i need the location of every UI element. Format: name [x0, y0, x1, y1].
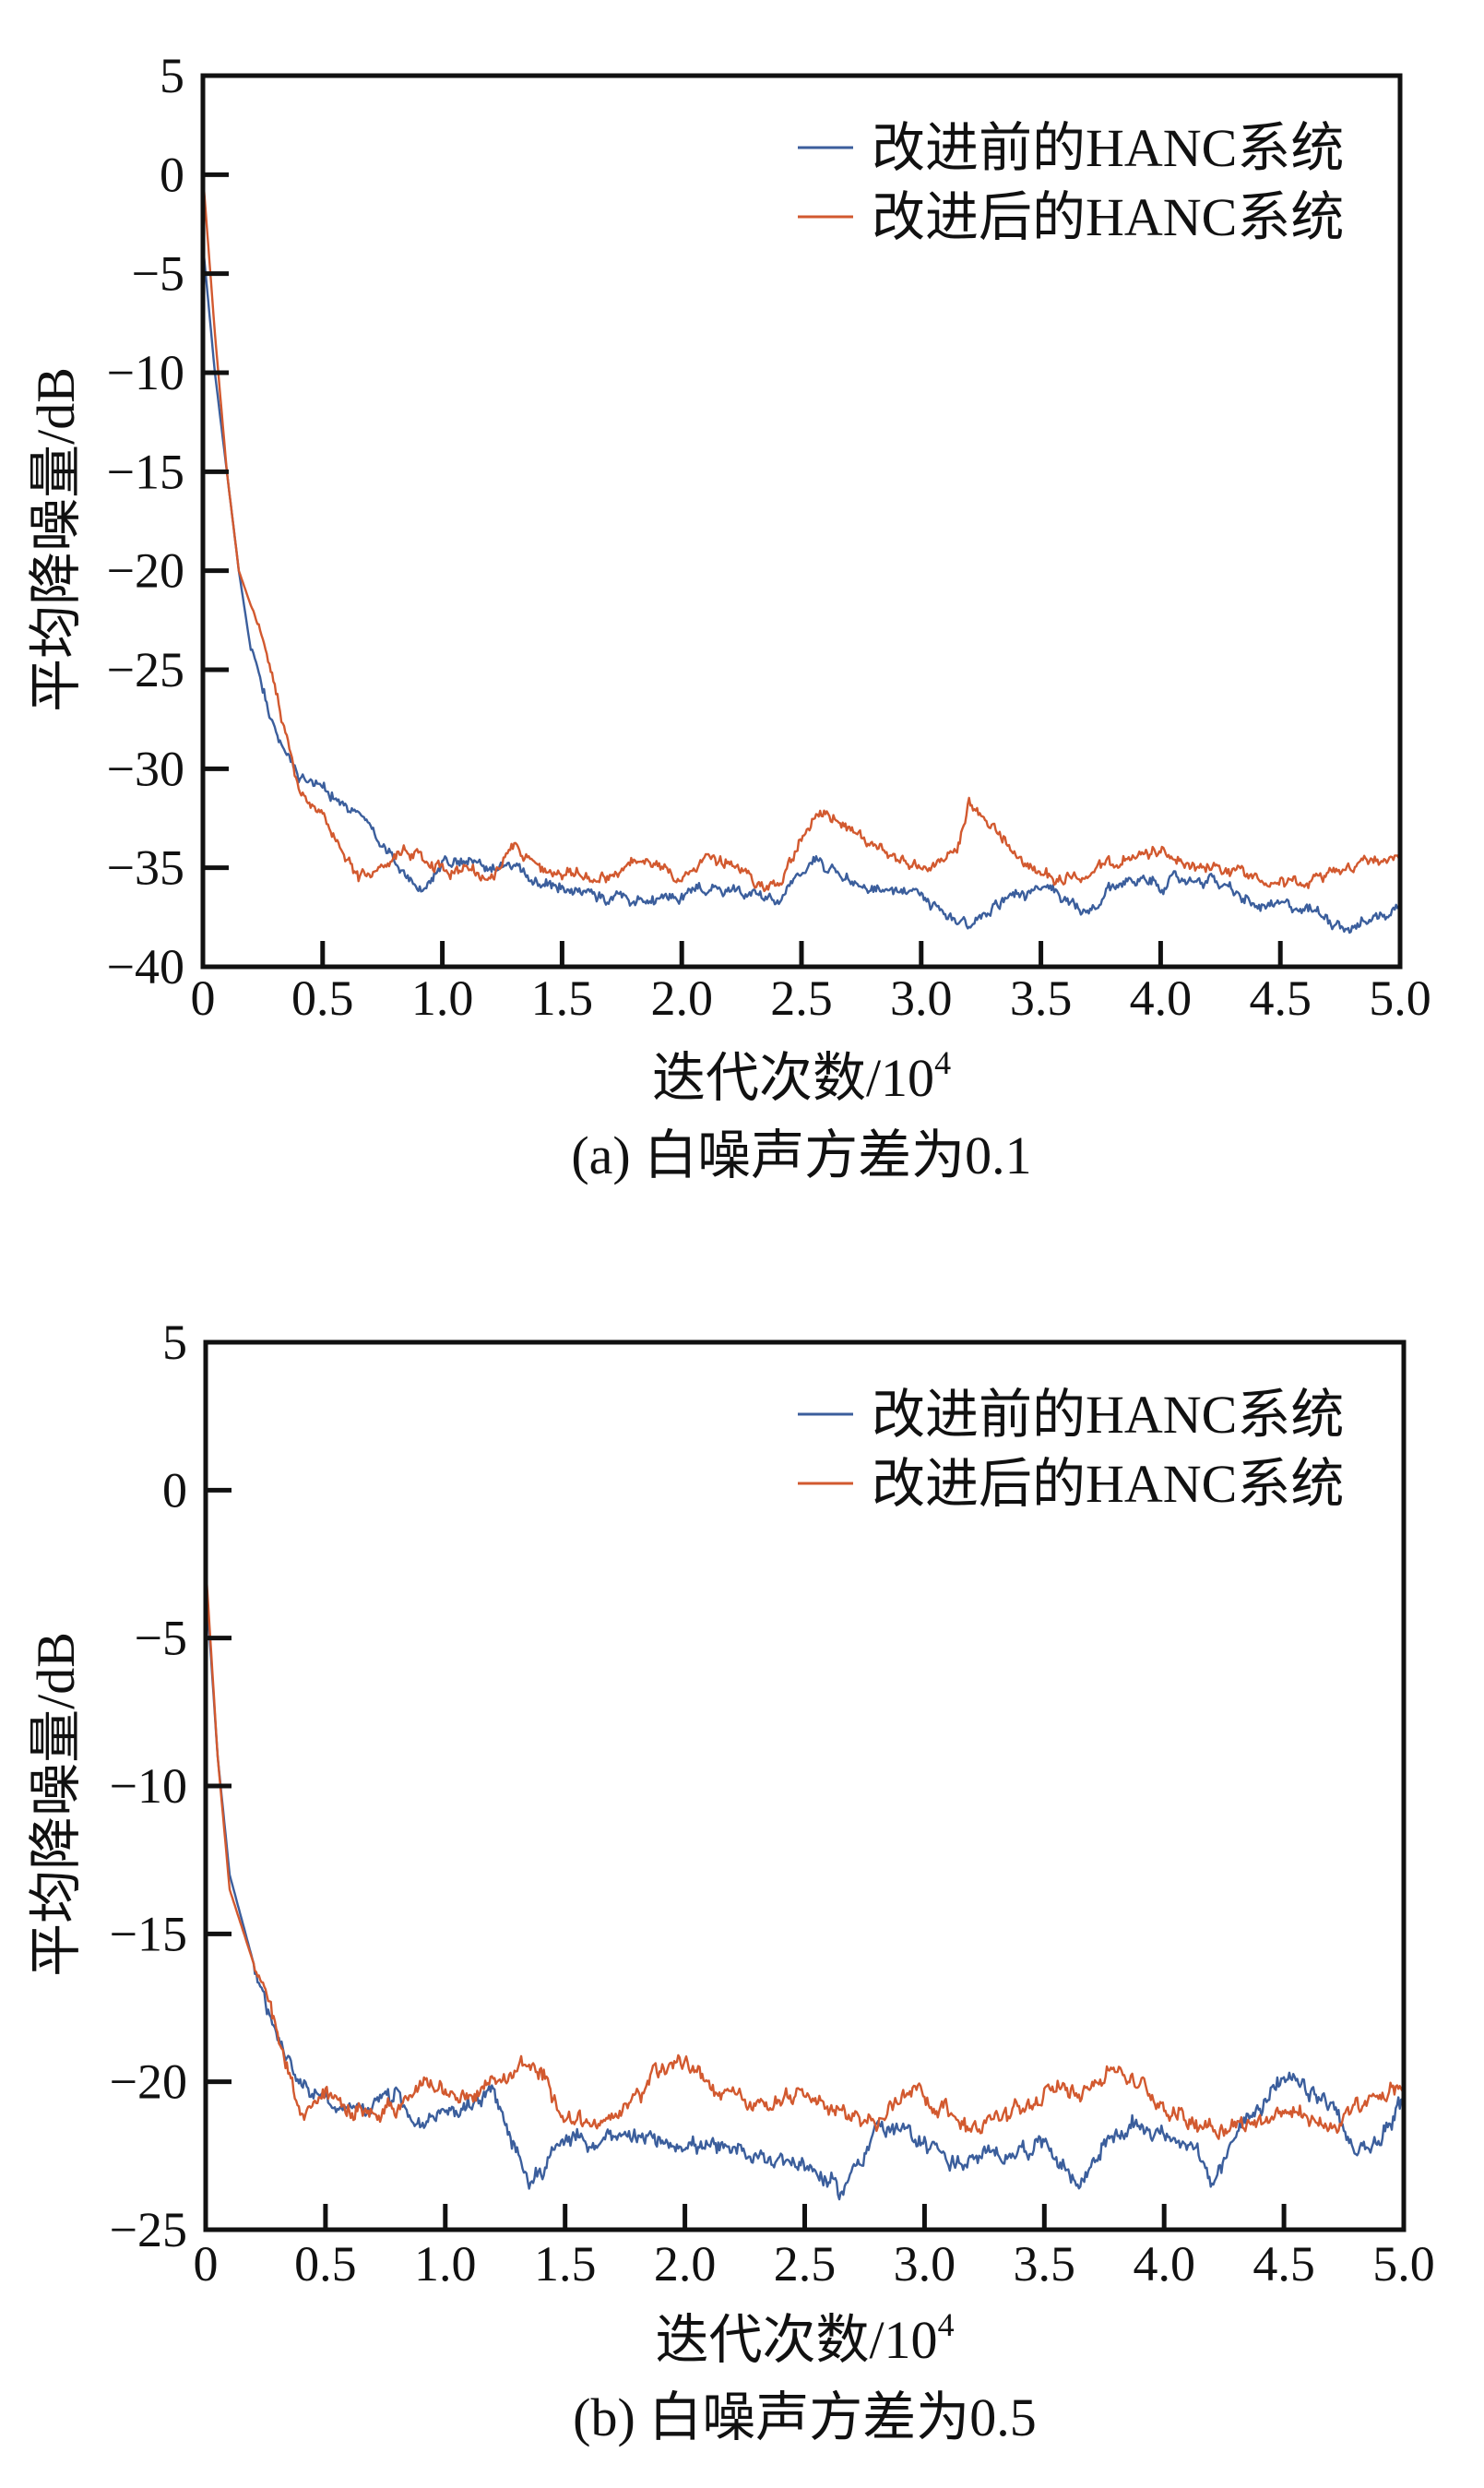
- x-tick-label: 0: [191, 970, 216, 1026]
- y-axis-label: 平均降噪量/dB: [26, 367, 86, 712]
- x-axis-label: 迭代次数/104: [652, 1044, 951, 1108]
- x-tick-label: 1.0: [411, 970, 474, 1026]
- x-tick-label: 0: [194, 2236, 219, 2292]
- x-tick-label: 3.0: [894, 2236, 956, 2292]
- legend-label: 改进后的HANC系统: [872, 1454, 1344, 1514]
- chart-caption: (b) 白噪声方差为0.5: [573, 2387, 1037, 2447]
- legend-label: 改进前的HANC系统: [872, 1385, 1344, 1445]
- x-axis-label-exponent: 4: [934, 1044, 951, 1081]
- x-axis-label-text: 迭代次数/10: [655, 2310, 937, 2370]
- x-tick-label: 1.5: [531, 970, 594, 1026]
- chart-a: 0 0.5 1.0 1.5 2.0 2.5 3.0 3.5 4.0 4.5 5.0 5 0 −5 −10 −1…: [26, 48, 1431, 1185]
- series-line-before: [204, 1578, 1406, 2201]
- y-tick-label: 0: [160, 147, 184, 202]
- series-line-after: [204, 1564, 1406, 2140]
- x-tick-label: 2.5: [774, 2236, 837, 2292]
- y-tick-label: −25: [110, 2202, 187, 2257]
- y-tick-label: −15: [110, 1906, 187, 1961]
- x-tick-label: 3.5: [1010, 970, 1073, 1026]
- x-axis-label: 迭代次数/104: [655, 2306, 954, 2370]
- y-axis-label: 平均降噪量/dB: [26, 1632, 86, 1977]
- y-tick-label: −30: [107, 741, 184, 796]
- x-tick-label: 3.0: [890, 970, 953, 1026]
- x-tick-label: 3.5: [1014, 2236, 1076, 2292]
- x-tick-label: 1.0: [414, 2236, 477, 2292]
- x-axis-label-exponent: 4: [938, 2306, 955, 2343]
- y-tick-label: 5: [162, 1315, 187, 1370]
- y-tick-label: −15: [107, 444, 184, 499]
- x-tick-label: 0.5: [291, 970, 354, 1026]
- x-tick-label: 2.0: [650, 970, 713, 1026]
- x-tick-label: 1.5: [534, 2236, 597, 2292]
- y-tick-label: −10: [110, 1758, 187, 1814]
- y-tick-label: −20: [107, 543, 184, 599]
- legend-label: 改进后的HANC系统: [872, 187, 1344, 247]
- y-tick-label: −10: [107, 345, 184, 400]
- x-tick-label: 4.0: [1133, 2236, 1195, 2292]
- series-line-after: [201, 174, 1402, 893]
- y-tick-label: 5: [160, 48, 184, 103]
- x-tick-label: 2.5: [770, 970, 833, 1026]
- y-tick-label: −40: [107, 939, 184, 994]
- legend-label: 改进前的HANC系统: [872, 118, 1344, 178]
- x-tick-label: 5.0: [1369, 970, 1431, 1026]
- x-tick-label: 4.5: [1252, 2236, 1315, 2292]
- x-tick-label: 0.5: [294, 2236, 357, 2292]
- x-tick-label: 5.0: [1372, 2236, 1435, 2292]
- y-tick-label: −35: [107, 840, 184, 896]
- x-tick-label: 2.0: [654, 2236, 717, 2292]
- chart-caption: (a) 白噪声方差为0.1: [571, 1125, 1031, 1185]
- y-tick-label: −25: [107, 642, 184, 697]
- x-tick-label: 4.0: [1130, 970, 1193, 1026]
- chart-b: 0 0.5 1.0 1.5 2.0 2.5 3.0 3.5 4.0 4.5 5.0 5 0 −5 −10 −1…: [26, 1315, 1435, 2447]
- y-tick-label: −5: [135, 1611, 187, 1666]
- x-tick-label: 4.5: [1249, 970, 1312, 1026]
- y-tick-label: −20: [110, 2054, 187, 2110]
- series-line-before: [201, 244, 1401, 934]
- y-tick-label: 0: [162, 1462, 187, 1518]
- x-axis-label-text: 迭代次数/10: [652, 1048, 934, 1108]
- y-tick-label: −5: [132, 246, 184, 302]
